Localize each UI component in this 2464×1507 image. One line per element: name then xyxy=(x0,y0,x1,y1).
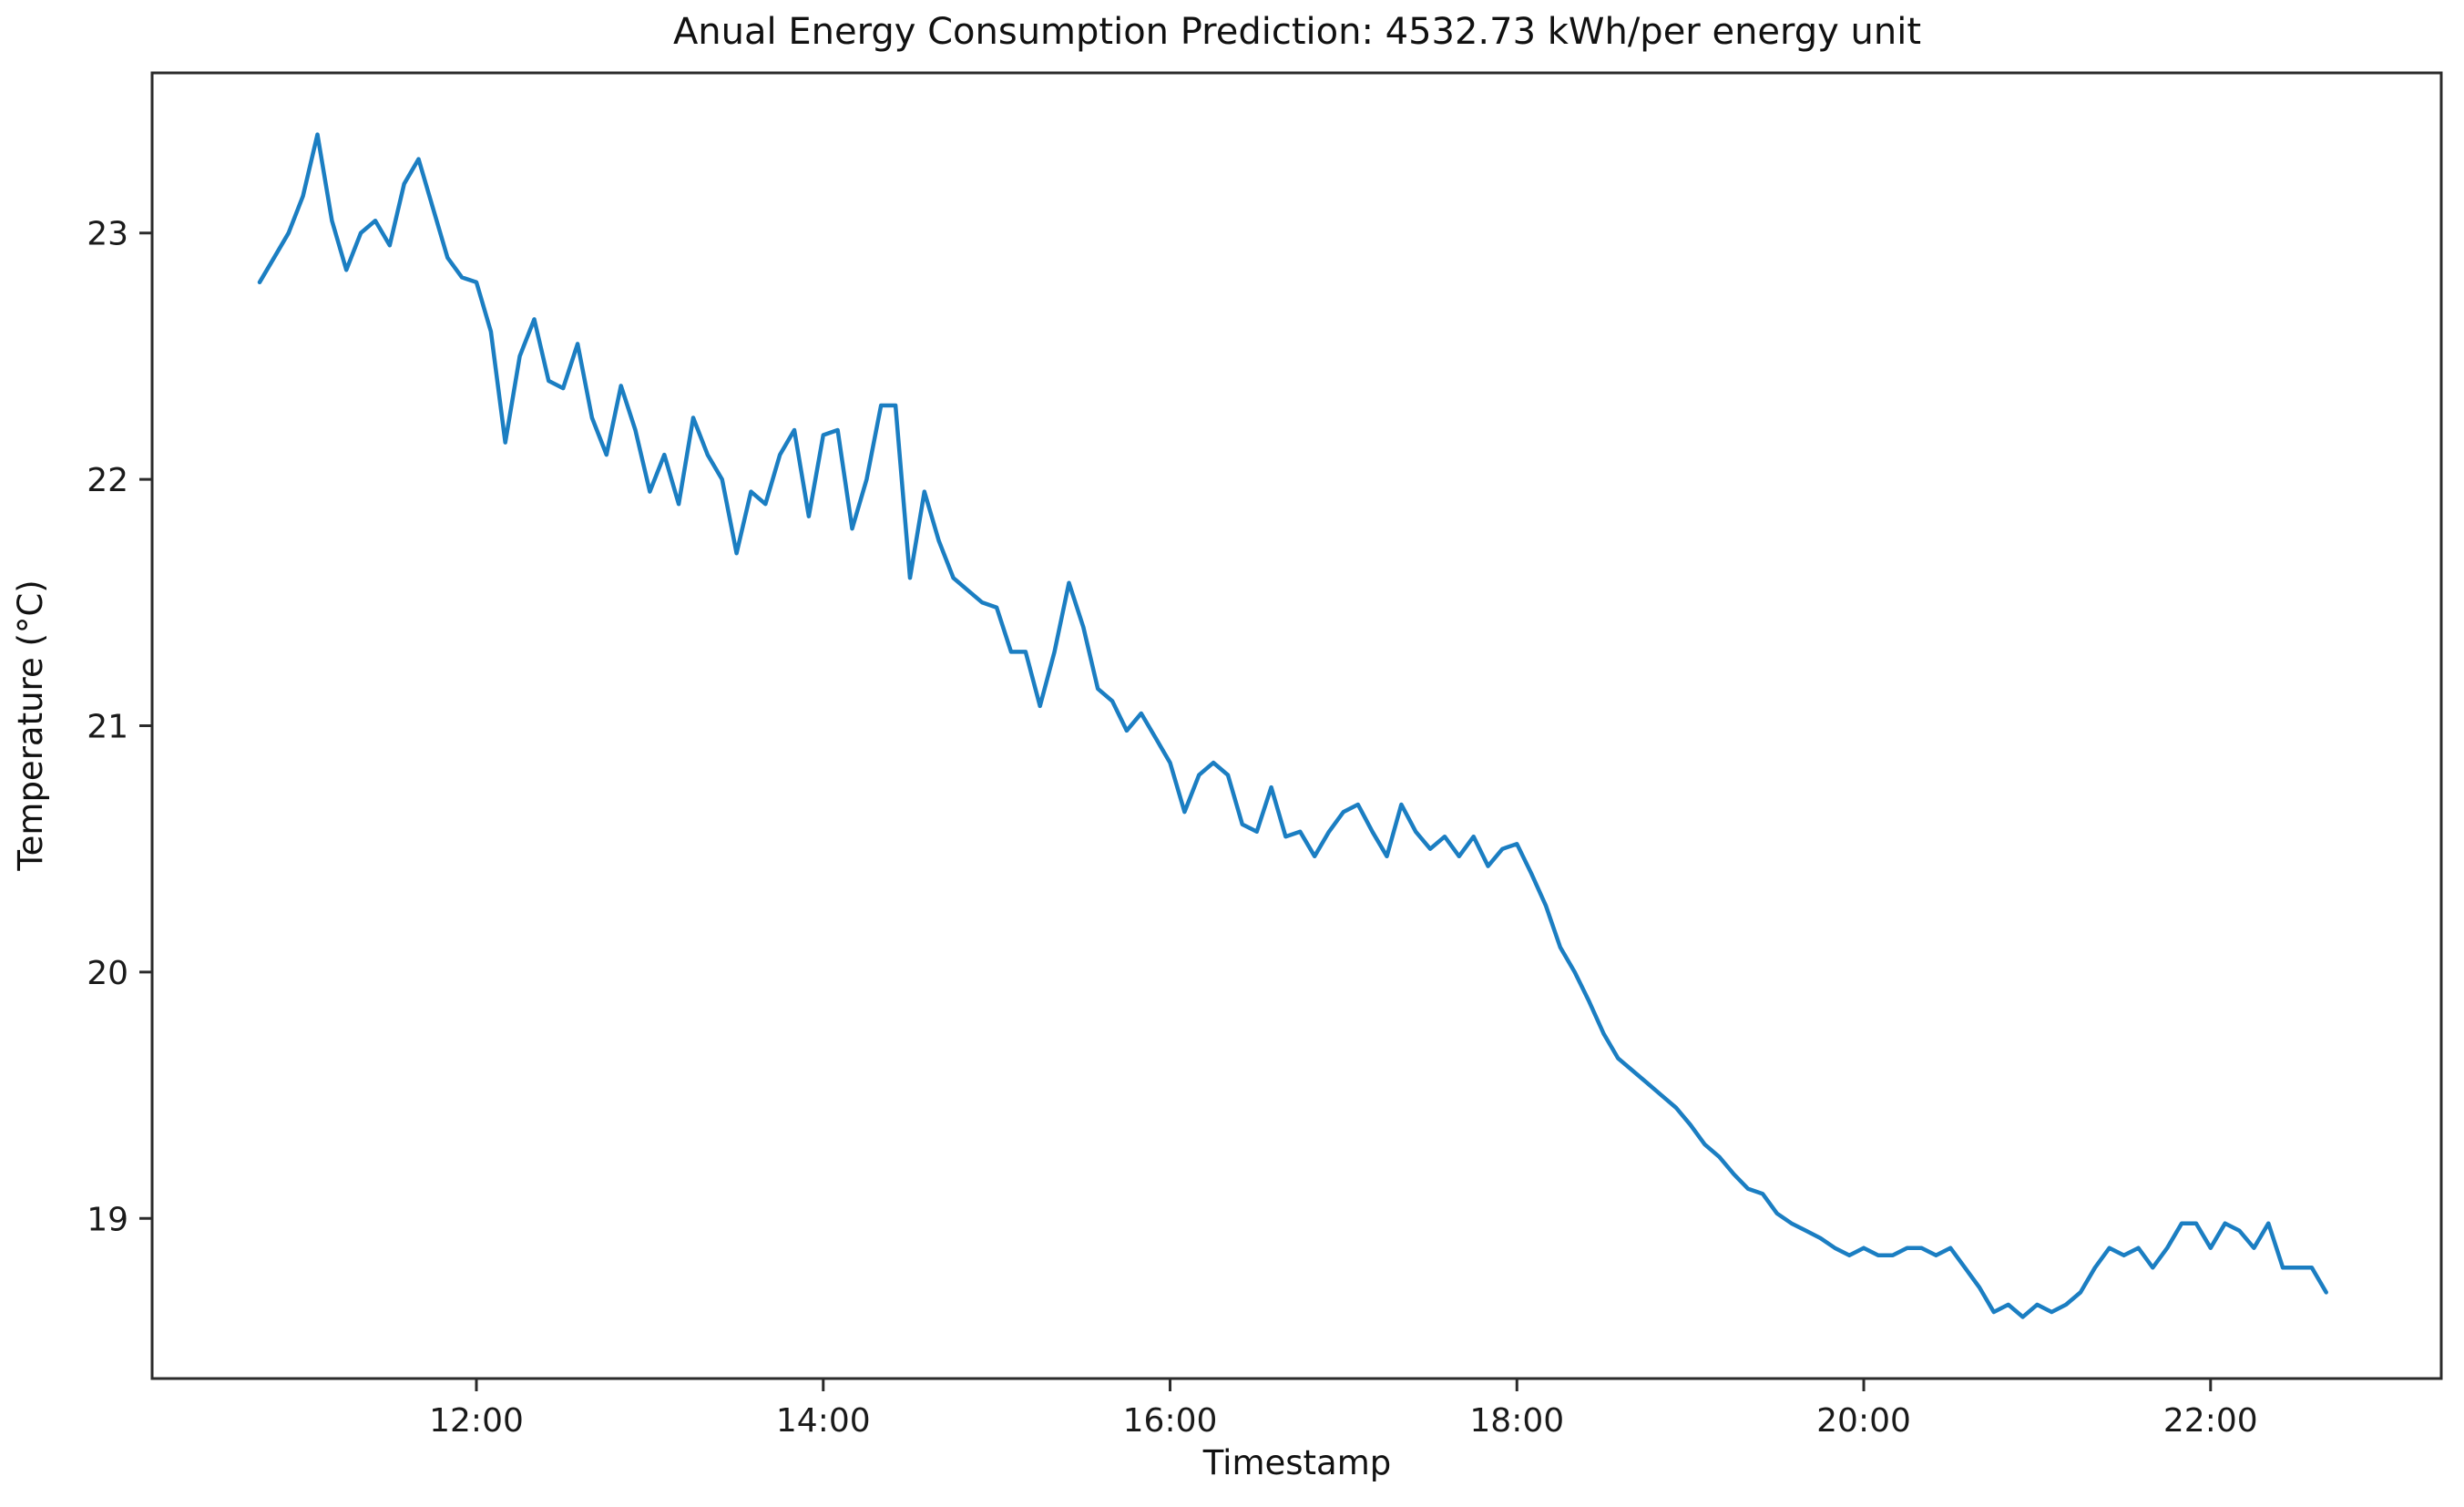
y-tick-label: 22 xyxy=(87,462,128,499)
x-axis-label: Timestamp xyxy=(1202,1443,1392,1482)
chart-title: Anual Energy Consumption Prediction: 453… xyxy=(673,11,1921,53)
plot-border xyxy=(150,71,2443,1380)
x-tick-label: 14:00 xyxy=(776,1402,871,1440)
y-tick-label: 21 xyxy=(87,709,128,746)
x-tick-label: 12:00 xyxy=(429,1402,524,1440)
y-tick-label: 20 xyxy=(87,955,128,992)
x-tick-label: 18:00 xyxy=(1469,1402,1564,1440)
x-axis-ticks: 12:00 14:00 16:00 18:00 20:00 22:00 xyxy=(429,1379,2258,1440)
y-axis-ticks: 19 20 21 22 23 xyxy=(87,216,152,1238)
y-tick-label: 19 xyxy=(87,1201,128,1238)
x-tick-label: 22:00 xyxy=(2163,1402,2258,1440)
temperature-line xyxy=(257,132,2328,1319)
y-axis-label: Temperature (°C) xyxy=(11,579,50,871)
x-tick-label: 16:00 xyxy=(1123,1402,1218,1440)
x-tick-label: 20:00 xyxy=(1816,1402,1911,1440)
y-tick-label: 23 xyxy=(87,216,128,253)
